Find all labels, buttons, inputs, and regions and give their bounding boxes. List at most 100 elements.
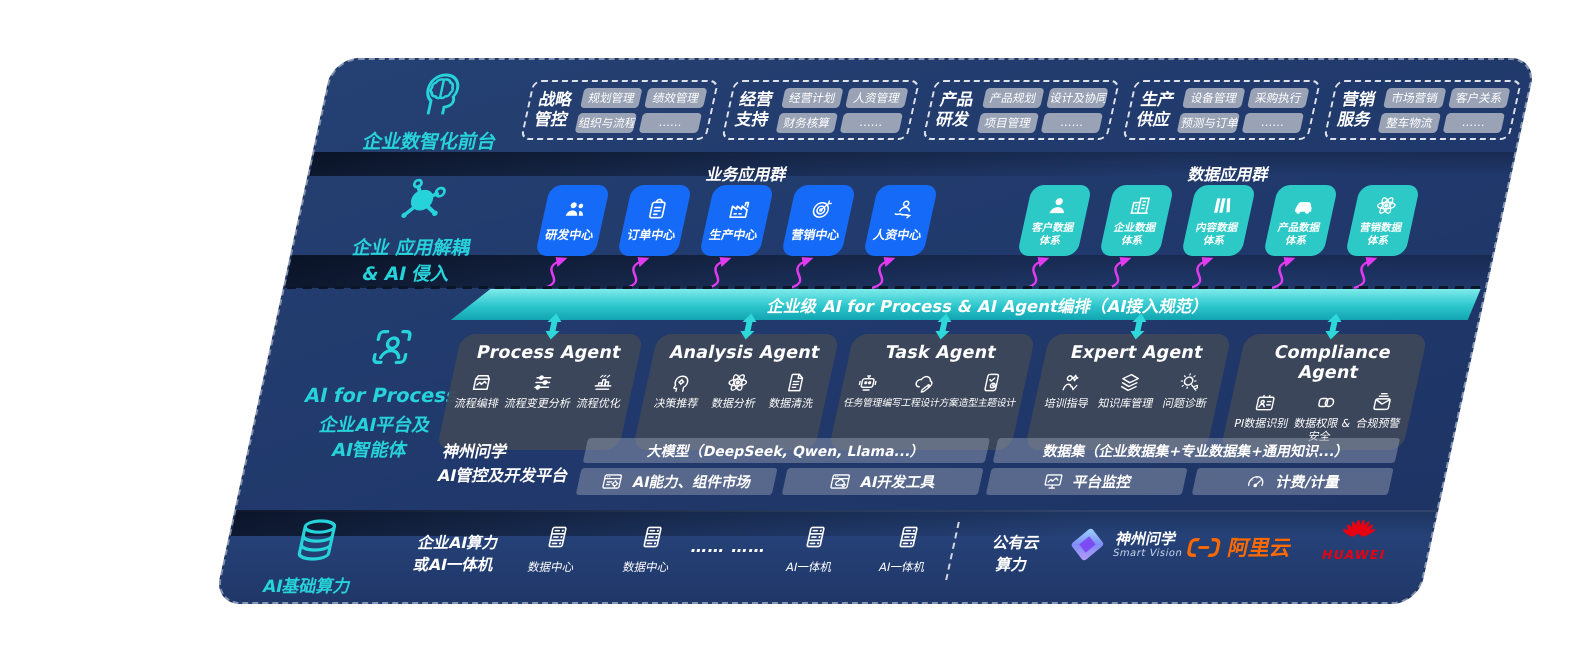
platform-model-group: 大模型（DeepSeek, Qwen, Llama...） AI能力、组件市场 … (575, 438, 991, 495)
capability-chip: 整车物流 (1377, 112, 1441, 133)
agent-item-label: 流程编排 (453, 397, 501, 410)
agent-item-label: 培训指导 (1043, 397, 1090, 410)
data-box-product: 产品数据 体系 (1262, 185, 1339, 256)
agent-title: Process Agent (474, 343, 623, 363)
cell-label: AI开发工具 (858, 475, 937, 491)
agent-item-label: 造型主题设计 (957, 398, 1017, 409)
group-chips: 产品规划 设计及协同 项目管理 …… (976, 87, 1109, 133)
app-layer-label: 企业 应用解耦 & AI 侵入 (350, 238, 473, 285)
front-office-groups: 战略管控 规划管理 绩效管理 组织与流程 …… 经营支持 经营计划 人资管理 财… (520, 80, 1523, 140)
capability-chip: 经营计划 (780, 87, 844, 108)
vendor-name: 阿里云 (1225, 536, 1294, 560)
capability-chip: 规划管理 (580, 87, 643, 108)
agent-item: 编写工程设计方案 (881, 371, 965, 409)
cell-platform-monitor: 平台监控 (985, 468, 1188, 495)
capability-chip: 人资管理 (845, 87, 909, 108)
users-icon (561, 198, 589, 221)
app-box-label: 生产中心 (707, 228, 759, 242)
server-icon (542, 524, 574, 550)
app-box-marketing-center: 营销中心 (780, 185, 857, 256)
window-cloud-icon (828, 471, 854, 492)
data-apps-row: 客户数据 体系 企业数据 体系 内容数据 体系 产品数据 体系 营销数据 体系 (1016, 185, 1421, 256)
agent-title: Expert Agent (1068, 343, 1205, 363)
agent-item-label: 合规预警 (1354, 417, 1402, 430)
capability-chip: …… (1040, 112, 1104, 133)
clipboard-icon (643, 198, 671, 221)
car-icon (1290, 194, 1318, 217)
smart-vision-text: 神州问学 Smart Vision (1112, 530, 1188, 559)
data-box-label: 客户数据 体系 (1030, 221, 1076, 247)
agent-items: PI数据识别 数据权限 & 安全 合规预警 (1227, 391, 1410, 443)
agent-item: 知识库管理 (1097, 371, 1161, 411)
head-gear-icon (667, 371, 695, 394)
huawei-logo: HUAWEI (1309, 514, 1405, 562)
agent-task: Task Agent 任务管理 编写工程设计方案 造型主题设计 (828, 334, 1036, 451)
platform-label: 神州问学 AI管控及开发平台 (435, 442, 571, 485)
server-icon (893, 524, 925, 550)
molecule-icon (392, 174, 453, 224)
capability-chip: 采购执行 (1246, 87, 1310, 108)
node-label: AI一体机 (877, 560, 927, 574)
group-chips: 设备管理 采购执行 预测与订单 …… (1177, 87, 1310, 133)
ai-layer-subtitle: 企业AI平台及 AI智能体 (317, 415, 433, 462)
cloud-pen-icon (911, 371, 939, 394)
model-bar: 大模型（DeepSeek, Qwen, Llama...） (582, 438, 991, 463)
app-layer-label-block: 企业 应用解耦 & AI 侵入 (311, 174, 520, 288)
tablet-check-icon (978, 371, 1006, 394)
app-box-label: 人资中心 (871, 228, 923, 242)
mail-alert-icon (1369, 391, 1397, 414)
node-label: 数据中心 (621, 560, 671, 574)
cell-ai-dev-tools: AI开发工具 (781, 468, 984, 495)
data-apps-heading: 数据应用群 (1186, 165, 1271, 184)
capability-chip: …… (639, 112, 702, 133)
target-icon (807, 198, 835, 221)
workflow-icon (467, 371, 495, 394)
capability-chip: …… (1241, 112, 1305, 133)
agent-item: 数据权限 & 安全 (1290, 391, 1357, 443)
agent-title: Task Agent (883, 343, 999, 363)
agent-item: 造型主题设计 (957, 371, 1022, 409)
diagram-stage: 企业数智化前台 战略管控 规划管理 绩效管理 组织与流程 …… 经营支持 经营计… (213, 58, 1537, 604)
group-title: 营销服务 (1335, 89, 1378, 129)
capability-chip: 组织与流程 (574, 112, 638, 133)
agent-items: 任务管理 编写工程设计方案 造型主题设计 (842, 371, 1022, 409)
training-icon (1057, 371, 1085, 394)
books-icon (1208, 194, 1236, 217)
cell-ai-capability-market: AI能力、组件市场 (575, 468, 778, 495)
capability-chip: 客户关系 (1447, 87, 1511, 108)
group-title: 产品研发 (934, 89, 976, 129)
agent-item: 流程编排 (453, 371, 506, 411)
agent-item-label: PI数据识别 (1232, 417, 1290, 430)
diagnose-icon (1175, 371, 1203, 394)
capability-chip: …… (1442, 112, 1506, 133)
group-chips: 规划管理 绩效管理 组织与流程 …… (574, 87, 708, 133)
agent-item-label: 数据分析 (710, 397, 758, 410)
infra-node-datacenter: 数据中心 (510, 524, 599, 575)
group-chips: 经营计划 人资管理 财务核算 …… (775, 87, 909, 133)
agent-item: 流程优化 (575, 371, 628, 411)
cell-billing-metering: 计费/计量 (1191, 468, 1394, 495)
server-icon (637, 524, 669, 550)
data-box-label: 企业数据 体系 (1112, 221, 1158, 247)
agent-item: PI数据识别 (1230, 391, 1295, 443)
server-icon (800, 524, 832, 550)
data-box-label: 内容数据 体系 (1194, 221, 1240, 247)
database-icon (288, 516, 346, 564)
dataset-bar: 数据集（企业数据集+专业数据集+通用知识...） (992, 438, 1401, 463)
monitor-icon (1040, 471, 1066, 492)
sliders-icon (528, 371, 556, 394)
infra-ellipsis: …… …… (689, 537, 768, 556)
factory-icon (725, 198, 753, 221)
infra-node-ai-appliance: AI一体机 (861, 524, 950, 575)
atom-icon (1372, 194, 1400, 217)
ai-layer-title: AI for Process (302, 384, 461, 407)
scan-face-icon (364, 324, 420, 370)
orchestration-bar: 企业级 AI for Process & AI Agent编排（AI接入规范） (451, 289, 1481, 320)
capability-chip: 设备管理 (1182, 87, 1246, 108)
cell-label: 平台监控 (1071, 475, 1133, 491)
capability-chip: 项目管理 (976, 112, 1040, 133)
agent-items: 决策推荐 数据分析 数据清洗 (646, 371, 827, 411)
robot-icon (853, 371, 881, 394)
agent-item-label: 流程变更分析 (503, 397, 573, 410)
